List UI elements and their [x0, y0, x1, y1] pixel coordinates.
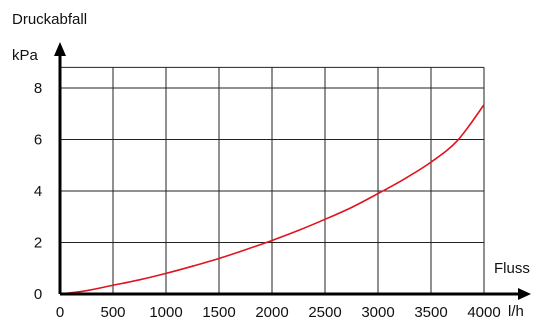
y-axis-arrow-icon	[54, 42, 66, 56]
x-axis-unit: l/h	[508, 303, 524, 320]
x-tick-label: 500	[100, 304, 125, 321]
x-tick-label: 3000	[361, 304, 394, 321]
x-tick-label: 2500	[308, 304, 341, 321]
pressure-drop-curve	[59, 104, 485, 295]
x-tick-label: 1500	[202, 304, 235, 321]
y-tick-label: 8	[34, 80, 42, 97]
x-tick-label: 1000	[149, 304, 182, 321]
x-axis-label: Fluss	[494, 260, 530, 277]
series-layer	[59, 104, 485, 295]
tick-labels: 0 500 1000 1500 2000 2500 3000 3500 4000 0 2 4 6 8	[34, 80, 501, 321]
x-tick-label: 4000	[467, 304, 500, 321]
axes	[54, 42, 531, 300]
y-tick-label: 4	[34, 183, 42, 200]
x-tick-label: 2000	[255, 304, 288, 321]
grid	[60, 66, 485, 294]
x-tick-label: 0	[56, 304, 64, 321]
y-tick-label: 6	[34, 132, 42, 149]
x-axis-arrow-icon	[518, 288, 531, 300]
chart-title: Druckabfall	[12, 11, 87, 28]
y-axis-unit: kPa	[12, 47, 39, 64]
x-tick-label: 3500	[414, 304, 447, 321]
y-tick-label: 2	[34, 235, 42, 252]
y-tick-label: 0	[34, 286, 42, 303]
